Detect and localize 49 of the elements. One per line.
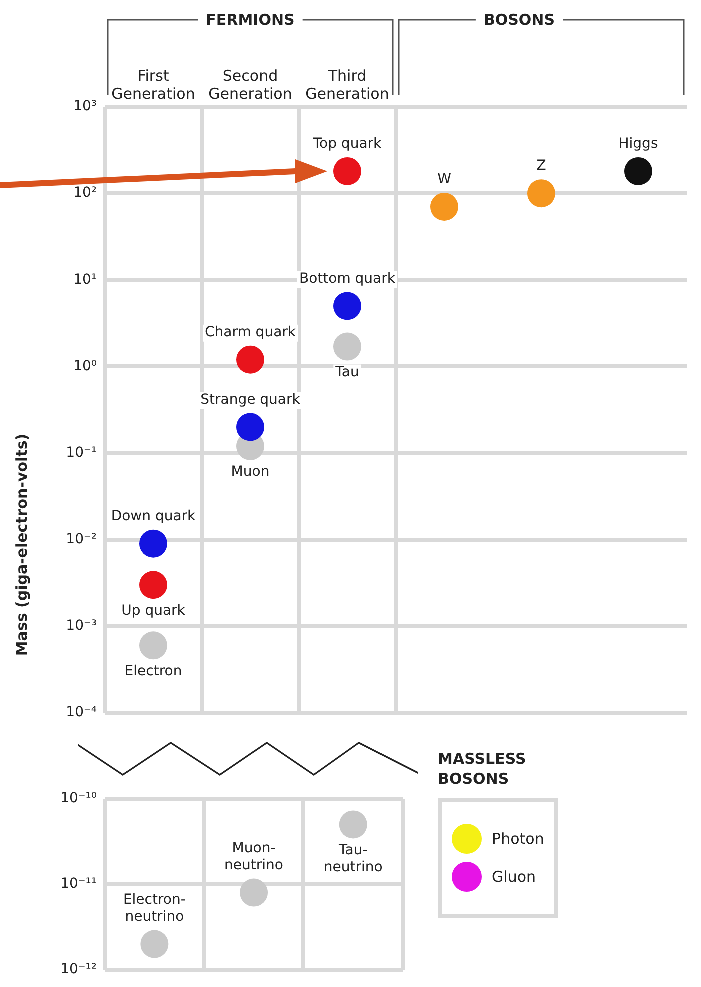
legend-label: Photon xyxy=(492,830,544,848)
point xyxy=(334,292,362,320)
y-tick-label: 10⁻⁴ xyxy=(66,704,98,721)
y-tick-label: 10⁻¹⁰ xyxy=(60,790,98,807)
x-tick-label: Second Generation xyxy=(208,66,292,103)
point xyxy=(140,530,168,558)
series-label: Higgs xyxy=(618,136,658,152)
series-label: Bottom quark xyxy=(300,270,396,287)
x-tick-label: First Generation xyxy=(112,66,196,103)
series-label: Strange quark xyxy=(200,392,302,408)
series-label: Down quark xyxy=(111,508,197,524)
text: BOSONS xyxy=(484,11,556,29)
point xyxy=(339,810,368,839)
text: FERMIONS xyxy=(206,11,295,29)
series-label: Up quark xyxy=(122,602,186,619)
series-label: Top quark xyxy=(312,136,383,152)
point xyxy=(240,878,268,907)
point xyxy=(334,332,362,361)
point xyxy=(140,632,168,660)
point xyxy=(236,413,264,442)
point xyxy=(236,346,264,374)
series-label: Tau xyxy=(334,364,360,380)
point xyxy=(334,157,362,186)
y-tick-label: 10⁻¹ xyxy=(66,444,97,461)
y-tick-label: 10⁰ xyxy=(74,358,98,374)
legend-label: Gluon xyxy=(492,868,536,886)
point xyxy=(430,192,458,221)
point xyxy=(624,157,652,186)
y-tick-label: 10⁻¹² xyxy=(60,962,97,978)
series-label: Electron xyxy=(124,663,182,680)
series-label: Muon-neutrino xyxy=(224,840,284,874)
y-axis-title: Mass (giga-electron-volts) xyxy=(13,434,32,656)
y-tick-label: 10³ xyxy=(74,98,97,115)
y-tick-label: 10¹ xyxy=(74,272,97,288)
point xyxy=(528,180,556,208)
y-tick-label: 10² xyxy=(74,185,97,202)
series-label: Z xyxy=(536,158,546,174)
legend-title: MASSLESS BOSONS xyxy=(438,749,528,790)
point xyxy=(140,930,169,958)
y-tick-label: 10⁻³ xyxy=(66,618,97,634)
series-label: Muon xyxy=(231,464,270,480)
y-tick-label: 10⁻² xyxy=(66,532,97,548)
series-label: Charm quark xyxy=(204,324,297,340)
series-label: Electron-neutrino xyxy=(123,892,186,925)
x-tick-label: Third Generation xyxy=(306,66,390,103)
series-label: W xyxy=(438,172,452,188)
point xyxy=(140,571,168,600)
y-tick-label: 10⁻¹¹ xyxy=(60,876,97,892)
series-label: Tau-neutrino xyxy=(324,842,383,876)
